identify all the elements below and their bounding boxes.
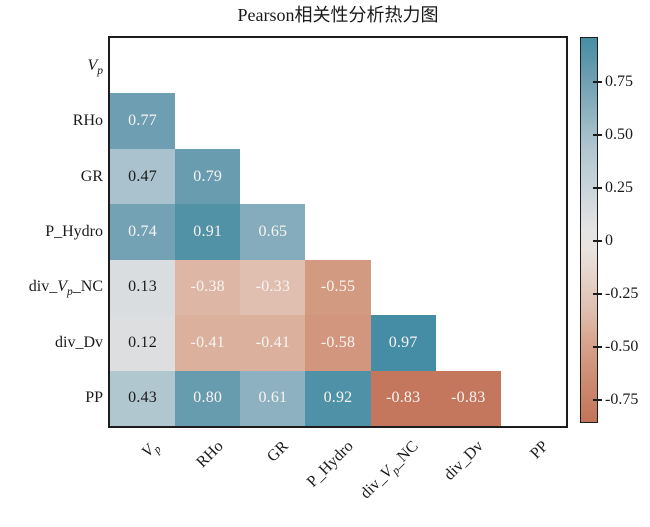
- axis-label-text: p: [67, 286, 73, 299]
- heatmap-cell: 0.92: [305, 370, 371, 426]
- y-axis-label: PP: [0, 387, 103, 409]
- heatmap-cell: 0.43: [110, 370, 176, 426]
- heatmap-cell: -0.41: [240, 315, 306, 371]
- colorbar-tick-mark: [593, 292, 602, 295]
- axis-label-text: p: [97, 64, 103, 77]
- colorbar-tick-mark: [593, 80, 602, 83]
- colorbar-tick-mark: [593, 345, 602, 348]
- axis-label-text: RHo: [72, 112, 103, 130]
- colorbar-tick-mark: [593, 133, 602, 136]
- heatmap-cell: -0.58: [305, 315, 371, 371]
- heatmap-cell: 0.47: [110, 148, 176, 205]
- heatmap-cell: 0.79: [175, 148, 241, 205]
- chart-title: Pearson相关性分析热力图: [237, 5, 439, 25]
- axis-label-text: P_Hydro: [45, 223, 103, 240]
- axis-label-text: V: [57, 278, 67, 296]
- y-axis-label: P_Hydro: [0, 221, 103, 243]
- heatmap-cell: 0.12: [110, 315, 176, 371]
- axis-label-text: P_Hydro: [303, 437, 357, 491]
- y-axis-label: GR: [0, 166, 103, 188]
- colorbar-tick-label: -0.50: [605, 337, 639, 355]
- axis-label-text: div_: [28, 278, 58, 296]
- heatmap-cell: -0.55: [305, 259, 371, 316]
- axis-label-text: V: [87, 56, 98, 74]
- heatmap-cell: 0.97: [370, 315, 436, 371]
- y-axis-label: Vp: [0, 55, 103, 77]
- y-axis-label: div_Vp_NC: [0, 276, 103, 298]
- axis-label-text: RHo: [193, 437, 227, 472]
- y-axis-label: div_Dv: [0, 332, 103, 354]
- heatmap-cell: -0.41: [175, 315, 241, 371]
- y-axis-label: RHo: [0, 110, 103, 132]
- colorbar: [580, 37, 598, 423]
- heatmap-cell: -0.83: [435, 370, 501, 426]
- axis-label-text: GR: [80, 167, 103, 185]
- heatmap-cell: 0.61: [240, 370, 306, 426]
- colorbar-tick-label: 0.75: [605, 72, 633, 90]
- heatmap-plot-area: 0.77 0.47 0.79 0.74 0.91 0.65 0.13 -0.38 -0.33 -0…: [108, 36, 568, 428]
- heatmap-cell: 0.77: [110, 93, 176, 149]
- colorbar-tick-label: -0.75: [605, 390, 639, 408]
- colorbar-tick-label: -0.25: [605, 284, 639, 302]
- heatmap-cell: -0.38: [175, 259, 241, 316]
- axis-label-text: _NC: [72, 278, 103, 296]
- colorbar-tick-label: 0.25: [605, 178, 633, 196]
- axis-label-text: div_Dv: [441, 437, 488, 484]
- heatmap-cell: 0.91: [175, 204, 241, 260]
- axis-label-text: PP: [85, 389, 103, 407]
- axis-label-text: GR: [263, 437, 292, 466]
- heatmap-cell: -0.83: [370, 370, 436, 426]
- colorbar-tick-label: 0: [605, 231, 613, 249]
- heatmap-cell: 0.65: [240, 204, 306, 260]
- heatmap-cell: 0.13: [110, 259, 176, 316]
- colorbar-tick-mark: [593, 239, 602, 242]
- heatmap-cell: -0.33: [240, 259, 306, 316]
- axis-label-text: PP: [527, 437, 553, 463]
- colorbar-tick-mark: [593, 186, 602, 189]
- heatmap-cell: 0.80: [175, 370, 241, 426]
- colorbar-tick-label: 0.50: [605, 125, 633, 143]
- colorbar-tick-mark: [593, 398, 602, 401]
- heatmap-cell: 0.74: [110, 204, 176, 260]
- axis-label-text: div_Dv: [55, 333, 103, 351]
